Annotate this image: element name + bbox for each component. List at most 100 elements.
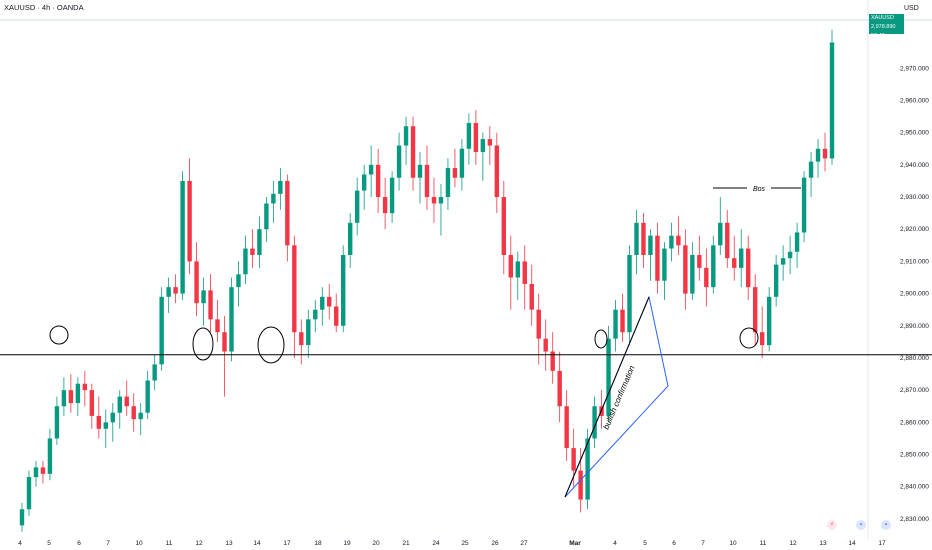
candle-body (543, 338, 548, 352)
bos-label: Bos (753, 186, 766, 193)
candle-body (697, 254, 702, 268)
candle-body (787, 251, 793, 259)
candle-body (801, 177, 807, 233)
candle-body (313, 309, 318, 320)
candle-body (746, 248, 751, 288)
highlight-circle (594, 329, 608, 349)
candle-body (445, 168, 451, 198)
candle-body (578, 470, 583, 500)
candle-body (117, 396, 122, 413)
candle-body (808, 161, 814, 178)
candle-body (82, 383, 88, 391)
candle-body (634, 222, 639, 255)
candle-body (131, 406, 136, 420)
candle-body (466, 123, 472, 149)
x-tick-label: 12 (195, 540, 203, 547)
price-axis[interactable]: 2,830.000 2,840.000 2,850.000 2,860.000 2,87… (900, 65, 929, 523)
highlight-circle (192, 327, 214, 361)
x-tick-label: 21 (402, 540, 410, 547)
lightning-icon[interactable]: ⚡ (827, 520, 837, 530)
candle-body (361, 174, 367, 191)
time-axis[interactable]: 4 5 6 7 10 11 12 13 14 17 18 19 20 21 24 25 26 27 Mar 4 5 6 7 1… (18, 540, 886, 547)
candle-body (264, 203, 269, 230)
candle-body (299, 332, 304, 346)
candle-body (494, 145, 500, 198)
candle-body (752, 287, 758, 333)
x-tick-label: 20 (372, 540, 380, 547)
candle-body (732, 258, 737, 268)
y-tick-label: 2,960.000 (900, 97, 929, 104)
candle-body (354, 190, 360, 223)
candle-body (606, 338, 611, 416)
candle-body (613, 309, 618, 339)
candle-body (739, 248, 744, 268)
y-tick-label: 2,900.000 (900, 291, 929, 298)
candle-body (557, 370, 562, 407)
bar-countdown: 53:42 (871, 33, 885, 39)
candle-body (815, 148, 821, 162)
x-tick-label: 11 (166, 540, 173, 547)
candle-body (690, 254, 695, 294)
candle-body (40, 467, 46, 474)
highlight-circle (49, 325, 69, 345)
y-tick-label: 2,880.000 (900, 355, 929, 362)
candle-body (229, 287, 234, 352)
us-flag-icon[interactable]: ▪ (856, 520, 866, 530)
candle-body (417, 164, 423, 178)
x-tick-label: 17 (878, 540, 886, 547)
candle-body (759, 332, 765, 346)
candle-body (773, 264, 779, 297)
y-tick-label: 2,910.000 (900, 258, 929, 265)
candle-body (480, 139, 486, 152)
candle-body (341, 254, 346, 326)
bos-label-bg (747, 183, 771, 193)
candle-body (711, 245, 716, 288)
candle-body (26, 477, 32, 510)
x-tick-label: 6 (672, 540, 676, 547)
x-tick-label: 5 (643, 540, 647, 547)
x-tick-label: 25 (461, 540, 469, 547)
candle-body (718, 222, 723, 246)
chart-title: XAUUSD · 4h · OANDA (4, 3, 84, 12)
candle-body (33, 467, 39, 478)
candle-body (292, 245, 297, 333)
candle-body (438, 197, 444, 204)
y-tick-label: 2,830.000 (900, 516, 929, 523)
y-tick-label: 2,970.000 (900, 65, 929, 72)
candle-body (201, 290, 206, 304)
candle-body (347, 222, 353, 255)
candle-body (152, 364, 157, 381)
candle-body (592, 406, 597, 439)
candle-body (536, 309, 541, 339)
candle-body (243, 248, 248, 275)
candle-body (271, 193, 276, 204)
candle-body (250, 248, 255, 255)
candle-body (655, 235, 660, 281)
candle-body (173, 287, 178, 294)
candle-body (766, 296, 772, 346)
y-tick-label: 2,840.000 (900, 484, 929, 491)
candle-body (487, 139, 493, 146)
candle-body (676, 235, 681, 246)
candle-body (704, 267, 709, 288)
candle-body (585, 438, 590, 500)
candle-body (89, 390, 95, 416)
candle-body (473, 123, 479, 152)
candle-body (320, 296, 325, 310)
candle-body (459, 148, 465, 178)
candle-body (550, 351, 555, 371)
y-tick-label: 2,920.000 (900, 226, 929, 233)
candle-body (124, 396, 129, 407)
us-flag-icon[interactable]: ▪ (881, 520, 891, 530)
candle-body (327, 296, 332, 307)
x-tick-label: 26 (491, 540, 499, 547)
y-tick-label: 2,930.000 (900, 194, 929, 201)
candle-body (564, 406, 569, 449)
candle-body (382, 197, 388, 214)
candle-body (669, 235, 674, 249)
candle-body (110, 412, 115, 423)
candle-body (215, 319, 220, 333)
candle-body (522, 261, 527, 284)
x-tick-label: 4 (613, 540, 617, 547)
